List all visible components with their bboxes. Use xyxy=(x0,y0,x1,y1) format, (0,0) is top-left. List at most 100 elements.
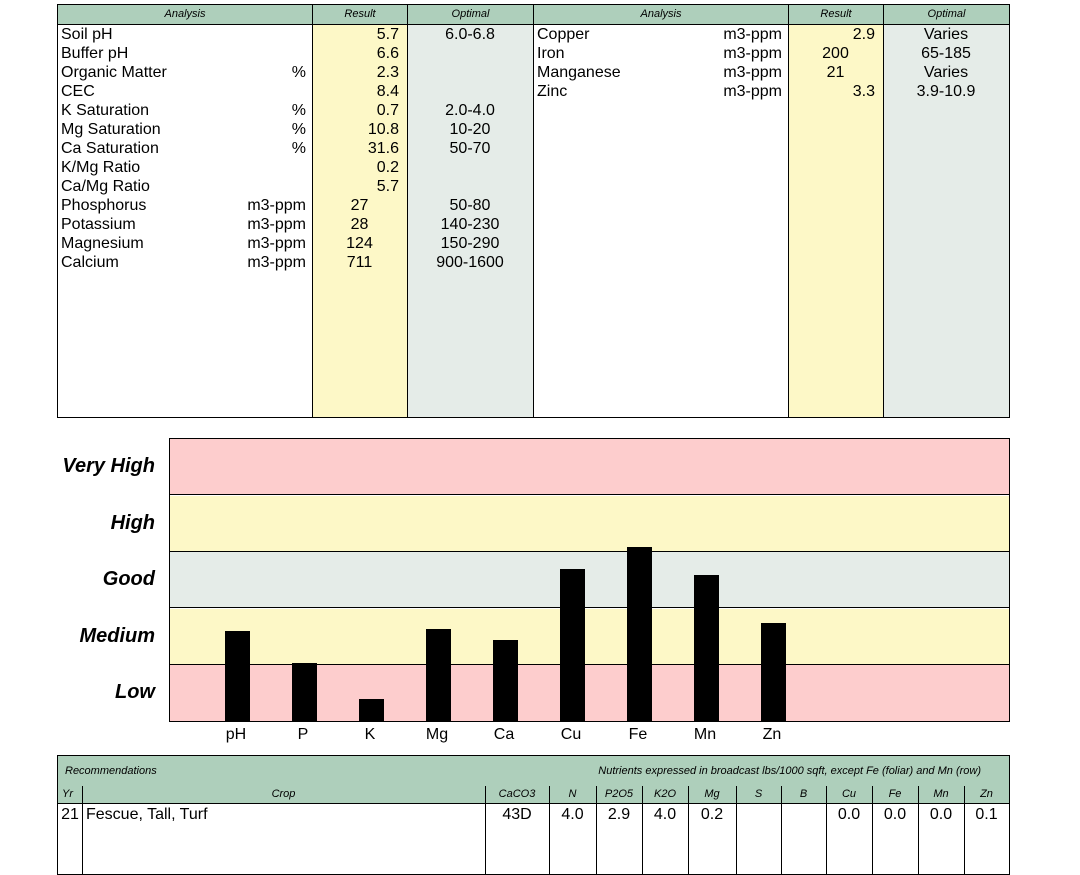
category-label: Mg xyxy=(425,726,449,743)
column-header-b: B xyxy=(799,788,808,800)
analysis-unit: % xyxy=(291,64,306,81)
level-band-very-high xyxy=(170,439,1009,495)
level-label: High xyxy=(110,511,155,534)
bar-k xyxy=(359,699,384,722)
column-divider xyxy=(872,786,873,874)
column-header-cu: Cu xyxy=(841,788,857,800)
column-divider xyxy=(596,786,597,874)
analysis-name: Calcium xyxy=(61,254,119,271)
analysis-name: K/Mg Ratio xyxy=(61,159,141,176)
category-label: Mn xyxy=(693,726,717,743)
analysis-unit: % xyxy=(291,140,306,157)
analysis-unit: m3-ppm xyxy=(247,197,306,214)
column-header-k2o: K2O xyxy=(653,788,676,800)
analysis-optimal: 150-290 xyxy=(440,235,500,252)
analysis-name: CEC xyxy=(61,83,95,100)
analysis-row: Ca/Mg Ratio 5.7 xyxy=(58,177,533,196)
cell-crop: Fescue, Tall, Turf xyxy=(86,806,208,823)
optimal-column xyxy=(883,5,1009,417)
cell-mg: 0.2 xyxy=(700,806,724,823)
category-label: Zn xyxy=(762,726,782,743)
analysis-name: Copper xyxy=(537,26,590,43)
analysis-unit: m3-ppm xyxy=(247,216,306,233)
cell-caco3: 43D xyxy=(502,806,532,823)
column-header-row xyxy=(58,786,1009,804)
analysis-unit: m3-ppm xyxy=(723,64,782,81)
analysis-result: 8.4 xyxy=(376,83,399,100)
category-label: pH xyxy=(225,726,247,743)
cell-n: 4.0 xyxy=(561,806,584,823)
analysis-result: 124 xyxy=(346,235,373,252)
analysis-name: Ca Saturation xyxy=(61,140,159,157)
level-label: Good xyxy=(102,568,155,591)
analysis-row: K Saturation% 0.7 2.0-4.0 xyxy=(58,101,533,120)
level-label: Medium xyxy=(79,624,155,647)
analysis-row: CEC 8.4 xyxy=(58,82,533,101)
bar-ca xyxy=(493,639,518,722)
optimal-column xyxy=(407,5,533,417)
category-label: Fe xyxy=(628,726,648,743)
analysis-name: Ca/Mg Ratio xyxy=(61,178,150,195)
analysis-result: 21 xyxy=(826,64,845,81)
cell-yr: 21 xyxy=(61,806,79,823)
column-header-n: N xyxy=(568,788,577,800)
analysis-unit: % xyxy=(291,102,306,119)
analysis-result: 200 xyxy=(822,45,849,62)
analysis-result: 6.6 xyxy=(376,45,399,62)
analysis-name: Soil pH xyxy=(61,26,113,43)
category-label: P xyxy=(297,726,309,743)
nutrient-level-chart xyxy=(169,438,1010,722)
level-band-medium xyxy=(170,608,1009,665)
analysis-result: 28 xyxy=(350,216,369,233)
analysis-row: Iron m3-ppm 200 65-185 xyxy=(534,44,1009,63)
cell-b xyxy=(781,805,826,825)
column-divider xyxy=(964,786,965,874)
analysis-name: Zinc xyxy=(537,83,568,100)
category-label: K xyxy=(364,726,376,743)
analysis-optimal: Varies xyxy=(923,64,969,81)
analysis-result: 3.3 xyxy=(852,83,875,100)
bar-mn xyxy=(694,574,719,722)
column-divider xyxy=(485,786,486,874)
analysis-name: Buffer pH xyxy=(61,45,129,62)
header-optimal: Optimal xyxy=(407,5,533,24)
analysis-row: Potassium m3-ppm 28 140-230 xyxy=(58,215,533,234)
analysis-optimal: 900-1600 xyxy=(436,254,504,271)
column-divider xyxy=(826,786,827,874)
analysis-row: Ca Saturation% 31.6 50-70 xyxy=(58,139,533,158)
result-column xyxy=(312,5,407,417)
bar-fe xyxy=(627,546,652,722)
column-divider xyxy=(918,786,919,874)
header-result: Result xyxy=(788,5,883,24)
level-label: Very High xyxy=(62,455,155,477)
column-header-yr: Yr xyxy=(62,788,73,800)
bar-mg xyxy=(426,628,451,722)
analysis-result: 27 xyxy=(350,197,369,214)
table-header: Analysis Result Optimal xyxy=(58,5,533,25)
analysis-name: Mg Saturation xyxy=(61,121,161,138)
analysis-result: 31.6 xyxy=(367,140,399,157)
analysis-row: Phosphorus m3-ppm 27 50-80 xyxy=(58,196,533,215)
category-label: Cu xyxy=(560,726,582,743)
analysis-optimal: 65-185 xyxy=(921,45,971,62)
column-divider xyxy=(781,786,782,874)
analysis-result: 10.8 xyxy=(367,121,399,138)
analysis-name: K Saturation xyxy=(61,102,150,119)
header-optimal: Optimal xyxy=(883,5,1009,24)
analysis-row: Mg Saturation% 10.8 10-20 xyxy=(58,120,533,139)
column-header-caco3: CaCO3 xyxy=(498,788,536,800)
column-header-crop: Crop xyxy=(271,788,296,800)
bar-zn xyxy=(761,622,786,722)
analysis-row: Copper m3-ppm 2.9 Varies xyxy=(534,25,1009,44)
recommendations-table: Recommendations Nutrients expressed in b… xyxy=(57,755,1010,875)
column-header-mg: Mg xyxy=(704,788,720,800)
analysis-optimal: 140-230 xyxy=(440,216,500,233)
category-label: Ca xyxy=(493,726,515,743)
analysis-row: Calcium m3-ppm 711 900-1600 xyxy=(58,253,533,272)
analysis-row: Manganese m3-ppm 21 Varies xyxy=(534,63,1009,82)
analysis-optimal: 50-80 xyxy=(449,197,491,214)
column-divider xyxy=(549,786,550,874)
analysis-name: Magnesium xyxy=(61,235,144,252)
column-header-fe: Fe xyxy=(888,788,902,800)
analysis-name: Potassium xyxy=(61,216,136,233)
